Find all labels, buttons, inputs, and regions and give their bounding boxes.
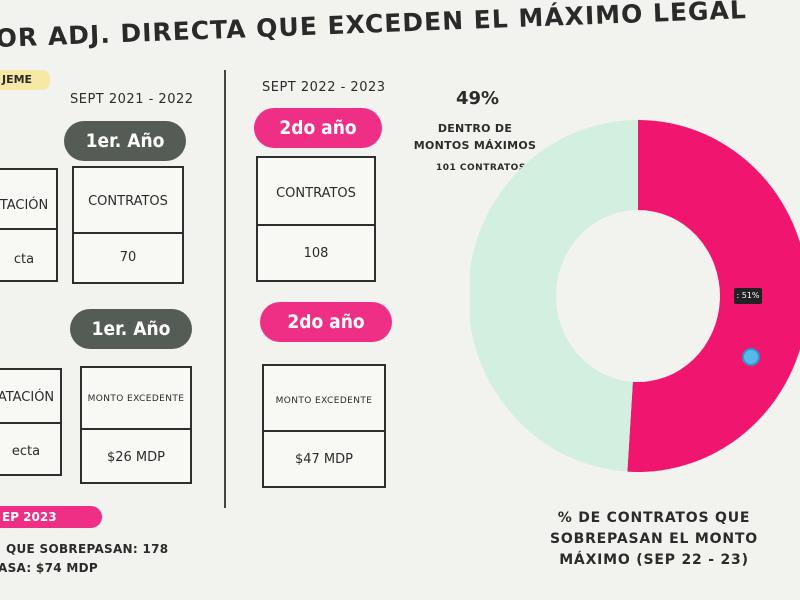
caption-line-2: SOBREPASAN EL MONTO <box>550 531 758 547</box>
partial-type-header: TACIÓN <box>0 198 49 213</box>
contracts-box-left: CONTRATOS 70 <box>72 166 184 284</box>
page-title: OR ADJ. DIRECTA QUE EXCEDEN EL MÁXIMO LE… <box>0 0 748 53</box>
partial-type-header-2: ATACIÓN <box>0 390 55 405</box>
contracts-value: 70 <box>119 250 137 265</box>
amount-value: $47 MDP <box>294 452 353 467</box>
donut-slice-1 <box>470 120 638 472</box>
footer-line-1: QUE SOBREPASAN: 178 <box>6 542 169 556</box>
header-tag: JEME <box>0 70 50 90</box>
divider <box>258 224 374 226</box>
amount-header: MONTO EXCEDENTE <box>275 396 373 406</box>
period-left: SEPT 2021 - 2022 <box>70 92 194 107</box>
pill-second-year-2: 2do año <box>260 302 392 342</box>
divider <box>264 430 384 432</box>
amount-header: MONTO EXCEDENTE <box>87 394 185 404</box>
partial-type-box-2: ATACIÓN ecta <box>0 368 62 476</box>
donut-slice-0 <box>627 120 800 472</box>
partial-type-box: TACIÓN cta <box>0 168 58 282</box>
chart-annotation-count: 101 CONTRATOS <box>436 163 526 173</box>
donut-chart <box>470 120 800 472</box>
pill-second-year: 2do año <box>254 108 382 148</box>
slice-label-exceed: : 51% <box>734 288 762 304</box>
contracts-header: CONTRATOS <box>88 194 168 209</box>
partial-type-value: cta <box>13 252 35 267</box>
pill-first-year-2: 1er. Año <box>70 309 192 349</box>
pill-first-year: 1er. Año <box>64 121 186 161</box>
period-middle: SEPT 2022 - 2023 <box>262 80 386 95</box>
chart-annotation-text: DENTRO DE MONTOS MÁXIMOS <box>413 122 537 152</box>
divider <box>0 228 56 230</box>
amount-value: $26 MDP <box>106 450 165 465</box>
amount-box-middle: MONTO EXCEDENTE $47 MDP <box>262 364 386 488</box>
footer-tag: EP 2023 <box>0 506 102 528</box>
contracts-value: 108 <box>303 246 329 261</box>
partial-type-value-2: ecta <box>11 444 41 459</box>
chart-caption: % DE CONTRATOS QUE SOBREPASAN EL MONTO M… <box>536 508 772 571</box>
chart-annotation-percent: 49% <box>456 88 500 109</box>
contracts-header: CONTRATOS <box>276 186 356 201</box>
caption-line-3: MÁXIMO (SEP 22 - 23) <box>559 552 749 568</box>
amount-box-left: MONTO EXCEDENTE $26 MDP <box>80 366 192 484</box>
divider <box>74 232 182 234</box>
contracts-box-middle: CONTRATOS 108 <box>256 156 376 282</box>
footer-line-2: ASA: $74 MDP <box>0 561 98 575</box>
divider <box>0 422 60 424</box>
divider <box>82 428 190 430</box>
column-separator <box>224 70 226 508</box>
caption-line-1: % DE CONTRATOS QUE <box>557 510 751 526</box>
cursor-icon <box>742 348 760 366</box>
